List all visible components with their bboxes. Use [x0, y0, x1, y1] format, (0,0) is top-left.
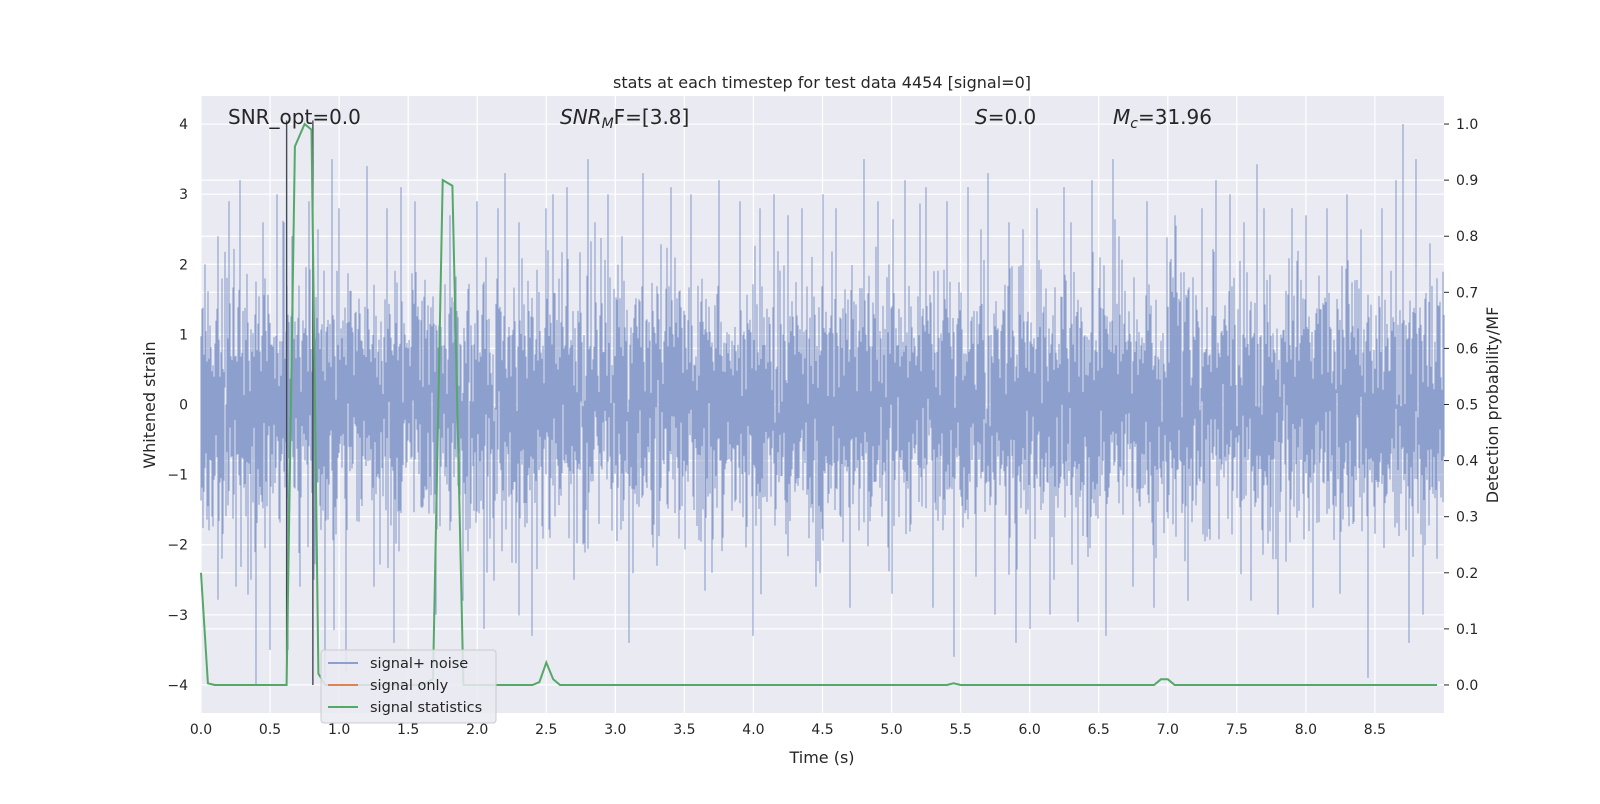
y-axis-label-right: Detection probability/MF [1483, 307, 1502, 504]
annotation-mc: Mc=31.96 [1113, 105, 1212, 132]
y-tick-label-right-7: 0.3 [1456, 510, 1478, 526]
x-tick-label-3: 1.5 [397, 722, 419, 738]
y-tick-label-left-6: −2 [167, 538, 188, 554]
y-tick-label-right-4: 0.6 [1456, 341, 1478, 357]
tick-layer: 0.0 0.5 1.0 1.5 2.0 2.5 3.0 3.5 4.0 4.5 5.0 5.5 6.0 6… [167, 117, 1478, 738]
x-tick-label-12: 6.0 [1019, 722, 1041, 738]
x-tick-label-16: 8.0 [1295, 722, 1317, 738]
x-tick-label-15: 7.5 [1226, 722, 1248, 738]
y-tick-label-left-5: −1 [167, 468, 188, 484]
x-tick-label-11: 5.5 [949, 722, 971, 738]
x-tick-label-0: 0.0 [190, 722, 212, 738]
y-tick-label-left-1: 3 [179, 187, 188, 203]
x-tick-label-9: 4.5 [811, 722, 833, 738]
x-tick-label-13: 6.5 [1088, 722, 1110, 738]
y-axis-label-left: Whitened strain [140, 341, 159, 468]
y-tick-label-left-4: 0 [179, 398, 188, 414]
x-tick-label-4: 2.0 [466, 722, 488, 738]
x-tick-label-8: 4.0 [742, 722, 764, 738]
x-tick-label-6: 3.0 [604, 722, 626, 738]
legend-box [320, 649, 497, 724]
y-tick-label-right-8: 0.2 [1456, 566, 1478, 582]
annotation-snr-opt: SNR_opt=0.0 [228, 105, 361, 129]
y-tick-label-left-2: 2 [179, 257, 188, 273]
annotation-snr-mf: SNRMF=[3.8] [560, 105, 689, 132]
legend-label-signal-only: signal only [370, 678, 449, 694]
y-tick-label-left-3: 1 [179, 327, 188, 343]
annotation-snr-mf-sub: M [602, 116, 614, 132]
annotation-snr-mf-main: SNR [560, 105, 602, 129]
x-axis-label: Time (s) [788, 748, 854, 767]
annotation-snr-mf-rest: F=[3.8] [614, 105, 690, 129]
annotation-mc-sub: c [1130, 116, 1138, 132]
y-tick-label-right-2: 0.8 [1456, 229, 1478, 245]
y-tick-label-left-0: 4 [179, 117, 188, 133]
y-tick-label-left-7: −3 [167, 608, 188, 624]
annotation-mc-rest: =31.96 [1138, 105, 1212, 129]
y-tick-label-right-5: 0.5 [1456, 398, 1478, 414]
x-tick-label-2: 1.0 [328, 722, 350, 738]
y-tick-label-right-0: 1.0 [1456, 117, 1478, 133]
noise-layer [200, 124, 1445, 685]
y-tick-label-right-9: 0.1 [1456, 622, 1478, 638]
series-signal-noise [200, 124, 1445, 685]
x-tick-label-5: 2.5 [535, 722, 557, 738]
legend-label-signal-noise: signal+ noise [370, 656, 468, 672]
legend-label-signal-statistics: signal statistics [370, 700, 482, 716]
x-tick-label-1: 0.5 [259, 722, 281, 738]
y-tick-label-right-1: 0.9 [1456, 173, 1478, 189]
annotation-s-main: S [975, 105, 988, 129]
x-tick-label-14: 7.0 [1157, 722, 1179, 738]
y-tick-label-right-3: 0.7 [1456, 285, 1478, 301]
y-tick-label-right-10: 0.0 [1456, 678, 1478, 694]
x-tick-label-17: 8.5 [1364, 722, 1386, 738]
x-tick-label-10: 5.0 [880, 722, 902, 738]
chart-title: stats at each timestep for test data 445… [613, 73, 1031, 92]
y-tick-label-right-6: 0.4 [1456, 454, 1478, 470]
legend: signal+ noise signal only signal statist… [320, 649, 497, 724]
annotation-s-rest: =0.0 [988, 105, 1037, 129]
x-tick-label-7: 3.5 [673, 722, 695, 738]
y-tick-label-left-8: −4 [167, 678, 188, 694]
annotation-mc-main: M [1113, 105, 1130, 129]
annotation-s: S=0.0 [975, 105, 1036, 129]
